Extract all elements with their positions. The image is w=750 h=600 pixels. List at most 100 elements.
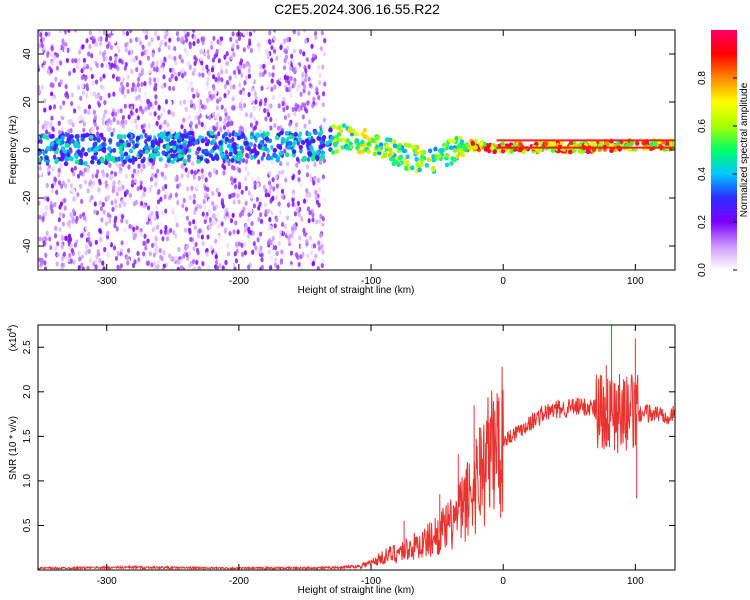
spectrogram-cell	[121, 114, 125, 121]
spectrogram-cell	[196, 146, 202, 152]
spectrogram-cell	[126, 142, 132, 148]
spectrogram-cell	[76, 84, 81, 91]
spectrogram-cell	[212, 85, 216, 91]
spectrogram-cell	[297, 212, 302, 218]
spectrogram-cell	[276, 125, 281, 131]
spectrogram-cell	[297, 261, 301, 268]
spectrogram-cell	[97, 178, 102, 184]
spectrogram-cell	[172, 229, 176, 236]
spectrogram-cell	[94, 264, 98, 270]
spectrogram-cell	[120, 119, 125, 125]
spectrogram-cell	[178, 46, 182, 52]
spectrogram-cell	[208, 153, 214, 158]
spectrogram-cell	[106, 43, 110, 50]
spectrogram-cell	[349, 144, 354, 150]
spectrogram-cell	[223, 84, 227, 90]
colorbar-tick-label: 0.6	[697, 119, 708, 133]
spectrogram-cell	[193, 209, 197, 216]
spectrogram-cell	[75, 64, 80, 70]
spectrogram-cell	[91, 265, 96, 270]
spectrogram-cell	[85, 38, 89, 44]
spectrogram-cell	[150, 143, 156, 148]
spectrogram-cell	[235, 156, 241, 162]
spectrogram-cell	[198, 204, 203, 210]
spectrogram-cell	[236, 229, 240, 235]
spectrogram-cell	[338, 137, 344, 143]
spectrogram-cell	[110, 155, 115, 161]
spectrogram-cell	[220, 69, 224, 75]
spectrogram-cell	[291, 106, 295, 112]
spectrogram-cell	[233, 149, 238, 155]
spectrogram-cell	[78, 183, 83, 189]
spectrogram-cell	[187, 114, 192, 120]
spectrogram-cell	[264, 116, 268, 122]
spectrogram-cell	[192, 93, 196, 99]
spectrogram-cell	[249, 47, 254, 54]
spectrogram-cell	[72, 67, 76, 74]
spectrogram-cell	[256, 78, 260, 84]
spectrogram-cell	[298, 193, 302, 199]
spectrogram-cell	[298, 144, 303, 150]
spectrogram-cell	[198, 135, 203, 141]
spectrogram-cell	[159, 112, 163, 118]
spectrogram-cell	[120, 213, 125, 220]
spectrogram-cell	[135, 225, 139, 231]
spectrogram-cell	[273, 48, 277, 54]
spectrogram-cell	[123, 93, 127, 99]
spectrogram-cell	[93, 222, 97, 228]
spectrogram-cell	[237, 199, 241, 205]
spectrogram-cell	[105, 172, 109, 178]
spectrogram-cell	[307, 76, 311, 82]
spectrogram-cell	[119, 181, 123, 187]
spectrogram-cell	[165, 137, 171, 143]
spectrogram-cell	[215, 265, 220, 270]
spectrogram-cell	[195, 184, 199, 190]
spectrogram-x-axis-label: Height of straight line (km)	[298, 285, 415, 296]
spectrogram-cell	[231, 31, 235, 37]
spectrogram-cell	[347, 128, 352, 134]
spectrogram-cell	[252, 148, 257, 154]
spectrogram-cell	[125, 82, 130, 88]
spectrogram-cell	[302, 155, 307, 161]
spectrogram-cell	[322, 158, 326, 164]
spectrogram-cell	[242, 47, 246, 53]
spectrogram-cell	[287, 80, 291, 86]
spectrogram-cell	[225, 242, 230, 249]
spectrogram-cell	[164, 208, 168, 214]
spectrogram-cell	[143, 81, 147, 87]
spectrogram-cell	[140, 81, 144, 87]
spectrogram-cell	[201, 240, 205, 246]
spectrogram-cell	[78, 160, 84, 165]
spectrogram-cell	[302, 88, 306, 94]
spectrogram-cell	[433, 146, 438, 152]
spectrogram-cell	[41, 36, 46, 42]
spectrogram-cell	[58, 211, 62, 217]
spectrogram-cell	[295, 156, 300, 162]
spectrogram-cell	[291, 175, 295, 181]
spectrogram-cell	[120, 255, 124, 261]
spectrogram-cell	[54, 76, 58, 82]
spectrogram-cell	[274, 135, 280, 141]
spectrogram-cell	[102, 56, 106, 62]
spectrogram-cell	[221, 265, 225, 270]
spectrogram-cell	[240, 189, 244, 195]
spectrogram-cell	[238, 111, 242, 117]
spectrogram-cell	[336, 132, 342, 137]
spectrogram-cell	[122, 265, 126, 270]
spectrogram-cell	[268, 189, 272, 195]
spectrogram-cell	[70, 92, 75, 98]
spectrogram-cell	[157, 115, 161, 121]
spectrogram-cell	[130, 86, 135, 93]
spectrogram-cell	[302, 51, 306, 57]
spectrogram-cell	[279, 130, 284, 136]
spectrogram-cell	[259, 64, 263, 70]
spectrogram-cell	[193, 170, 198, 176]
spectrogram-cell	[104, 180, 108, 186]
spectrogram-cell	[82, 57, 87, 63]
spectrogram-cell	[85, 210, 89, 216]
spectrogram-cell	[53, 233, 58, 239]
spectrogram-cell	[268, 39, 272, 46]
spectrogram-cell	[205, 181, 209, 188]
spectrogram-cell	[166, 158, 171, 164]
